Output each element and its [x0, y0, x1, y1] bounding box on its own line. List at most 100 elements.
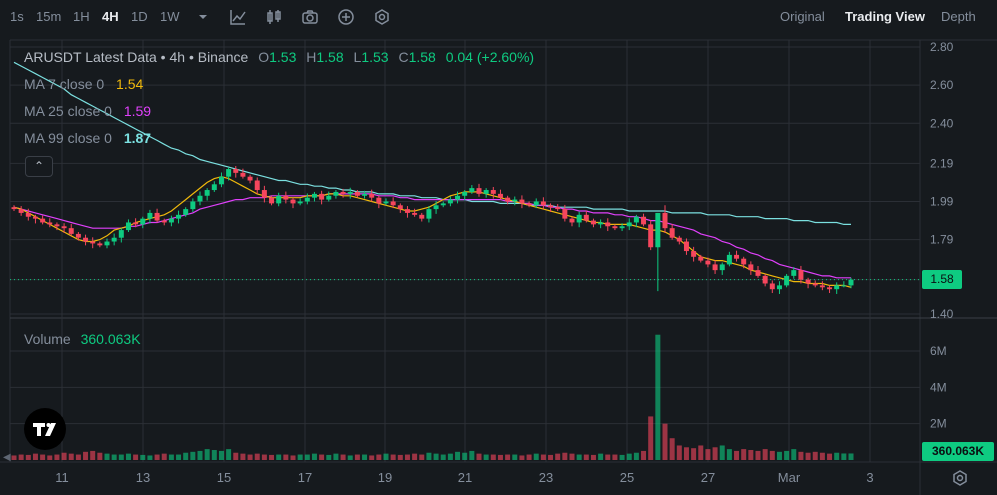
hexagon-settings-icon[interactable]: [372, 7, 392, 27]
price-tick-label: 1.40: [930, 307, 954, 321]
candle-body: [734, 254, 740, 259]
candle-body: [626, 222, 632, 227]
volume-bar: [18, 454, 24, 460]
candle-body: [605, 222, 611, 227]
ohlc-close: C1.58: [398, 49, 436, 65]
volume-bar: [383, 453, 389, 460]
volume-bar: [240, 453, 246, 460]
interval-1h[interactable]: 1H: [73, 9, 90, 24]
time-tick-label: 23: [539, 470, 553, 485]
ma25-value: 1.59: [123, 103, 152, 119]
candle-body: [269, 197, 275, 204]
volume-bar: [111, 454, 117, 460]
candle-body: [104, 241, 110, 246]
volume-bar: [662, 423, 668, 460]
volume-bar: [683, 447, 689, 460]
volume-bar: [555, 453, 561, 460]
volume-bar: [633, 452, 639, 460]
candle-body: [412, 212, 418, 215]
volume-bar: [154, 454, 160, 460]
time-tick-label: 17: [298, 470, 312, 485]
candle-body: [261, 190, 267, 198]
candle-body: [25, 212, 31, 217]
volume-bar: [526, 454, 532, 460]
tradingview-logo-icon[interactable]: [24, 408, 66, 450]
candle-body: [354, 191, 360, 196]
camera-icon[interactable]: [300, 7, 320, 27]
price-tick-label: 1.99: [930, 194, 954, 208]
candle-body: [68, 228, 74, 234]
candle-style-icon[interactable]: [264, 7, 284, 27]
volume-bar: [176, 454, 182, 460]
volume-bar: [140, 454, 146, 460]
candle-body: [118, 230, 124, 238]
volume-bar: [40, 454, 46, 460]
candle-body: [319, 193, 325, 200]
view-depth[interactable]: Depth: [941, 9, 976, 24]
candle-body: [183, 209, 189, 215]
interval-1w[interactable]: 1W: [160, 9, 180, 24]
candle-body: [619, 226, 625, 229]
volume-bar: [269, 454, 275, 460]
candle-body: [11, 207, 17, 210]
volume-bar: [354, 454, 360, 460]
candle-body: [691, 251, 697, 257]
candle-body: [47, 222, 53, 225]
volume-bar: [505, 454, 511, 460]
chevron-down-icon[interactable]: [193, 7, 213, 27]
candles: [11, 166, 854, 294]
candle-body: [140, 218, 146, 225]
chart-toolbar: 1s 15m 1H 4H 1D 1W Original Trading View…: [0, 0, 997, 34]
candle-body: [226, 169, 232, 177]
volume-bar: [497, 454, 503, 460]
indicator-chart-icon[interactable]: [228, 7, 248, 27]
candle-body: [562, 209, 568, 219]
candle-body: [75, 233, 81, 238]
time-tick-label: 3: [866, 470, 873, 485]
volume-bar: [698, 445, 704, 460]
volume-bar: [326, 454, 332, 460]
candle-body: [362, 193, 368, 196]
last-price-tag: 1.58: [922, 270, 962, 289]
volume-bar: [734, 450, 740, 460]
volume-bar: [32, 453, 38, 460]
volume-bar: [691, 448, 697, 460]
candle-body: [440, 203, 446, 206]
volume-bar: [333, 453, 339, 460]
view-original[interactable]: Original: [780, 9, 825, 24]
volume-bar: [376, 454, 382, 460]
candle-body: [483, 190, 489, 194]
volume-bar: [218, 450, 224, 460]
candle-body: [683, 241, 689, 252]
interval-1d[interactable]: 1D: [131, 9, 148, 24]
time-tick-label: 15: [217, 470, 231, 485]
interval-4h[interactable]: 4H: [102, 9, 119, 24]
scroll-left-icon[interactable]: ◀: [3, 452, 11, 463]
candle-body: [698, 256, 704, 261]
view-trading-view[interactable]: Trading View: [845, 9, 925, 24]
interval-1s[interactable]: 1s: [10, 9, 24, 24]
candle-body: [218, 176, 224, 185]
gear-icon[interactable]: [950, 468, 970, 488]
volume-bar: [75, 454, 81, 460]
volume-bar: [776, 451, 782, 460]
candle-body: [326, 195, 332, 200]
volume-bar: [655, 334, 661, 460]
ohlc-open: O1.53: [258, 49, 297, 65]
candle-body: [304, 197, 310, 202]
candle-body: [462, 191, 468, 196]
candle-body: [376, 197, 382, 204]
candle-body: [197, 195, 203, 202]
candle-body: [648, 224, 654, 248]
candle-body: [455, 195, 461, 200]
candle-body: [612, 226, 618, 229]
interval-15m[interactable]: 15m: [36, 9, 62, 24]
plus-circle-icon[interactable]: [336, 7, 356, 27]
chevron-up-icon[interactable]: ⌃: [25, 156, 53, 177]
time-tick-label: Mar: [778, 470, 801, 485]
candle-body: [90, 241, 96, 244]
ohlc-low: L1.53: [353, 49, 389, 65]
candle-body: [769, 283, 775, 290]
candle-body: [812, 283, 818, 286]
